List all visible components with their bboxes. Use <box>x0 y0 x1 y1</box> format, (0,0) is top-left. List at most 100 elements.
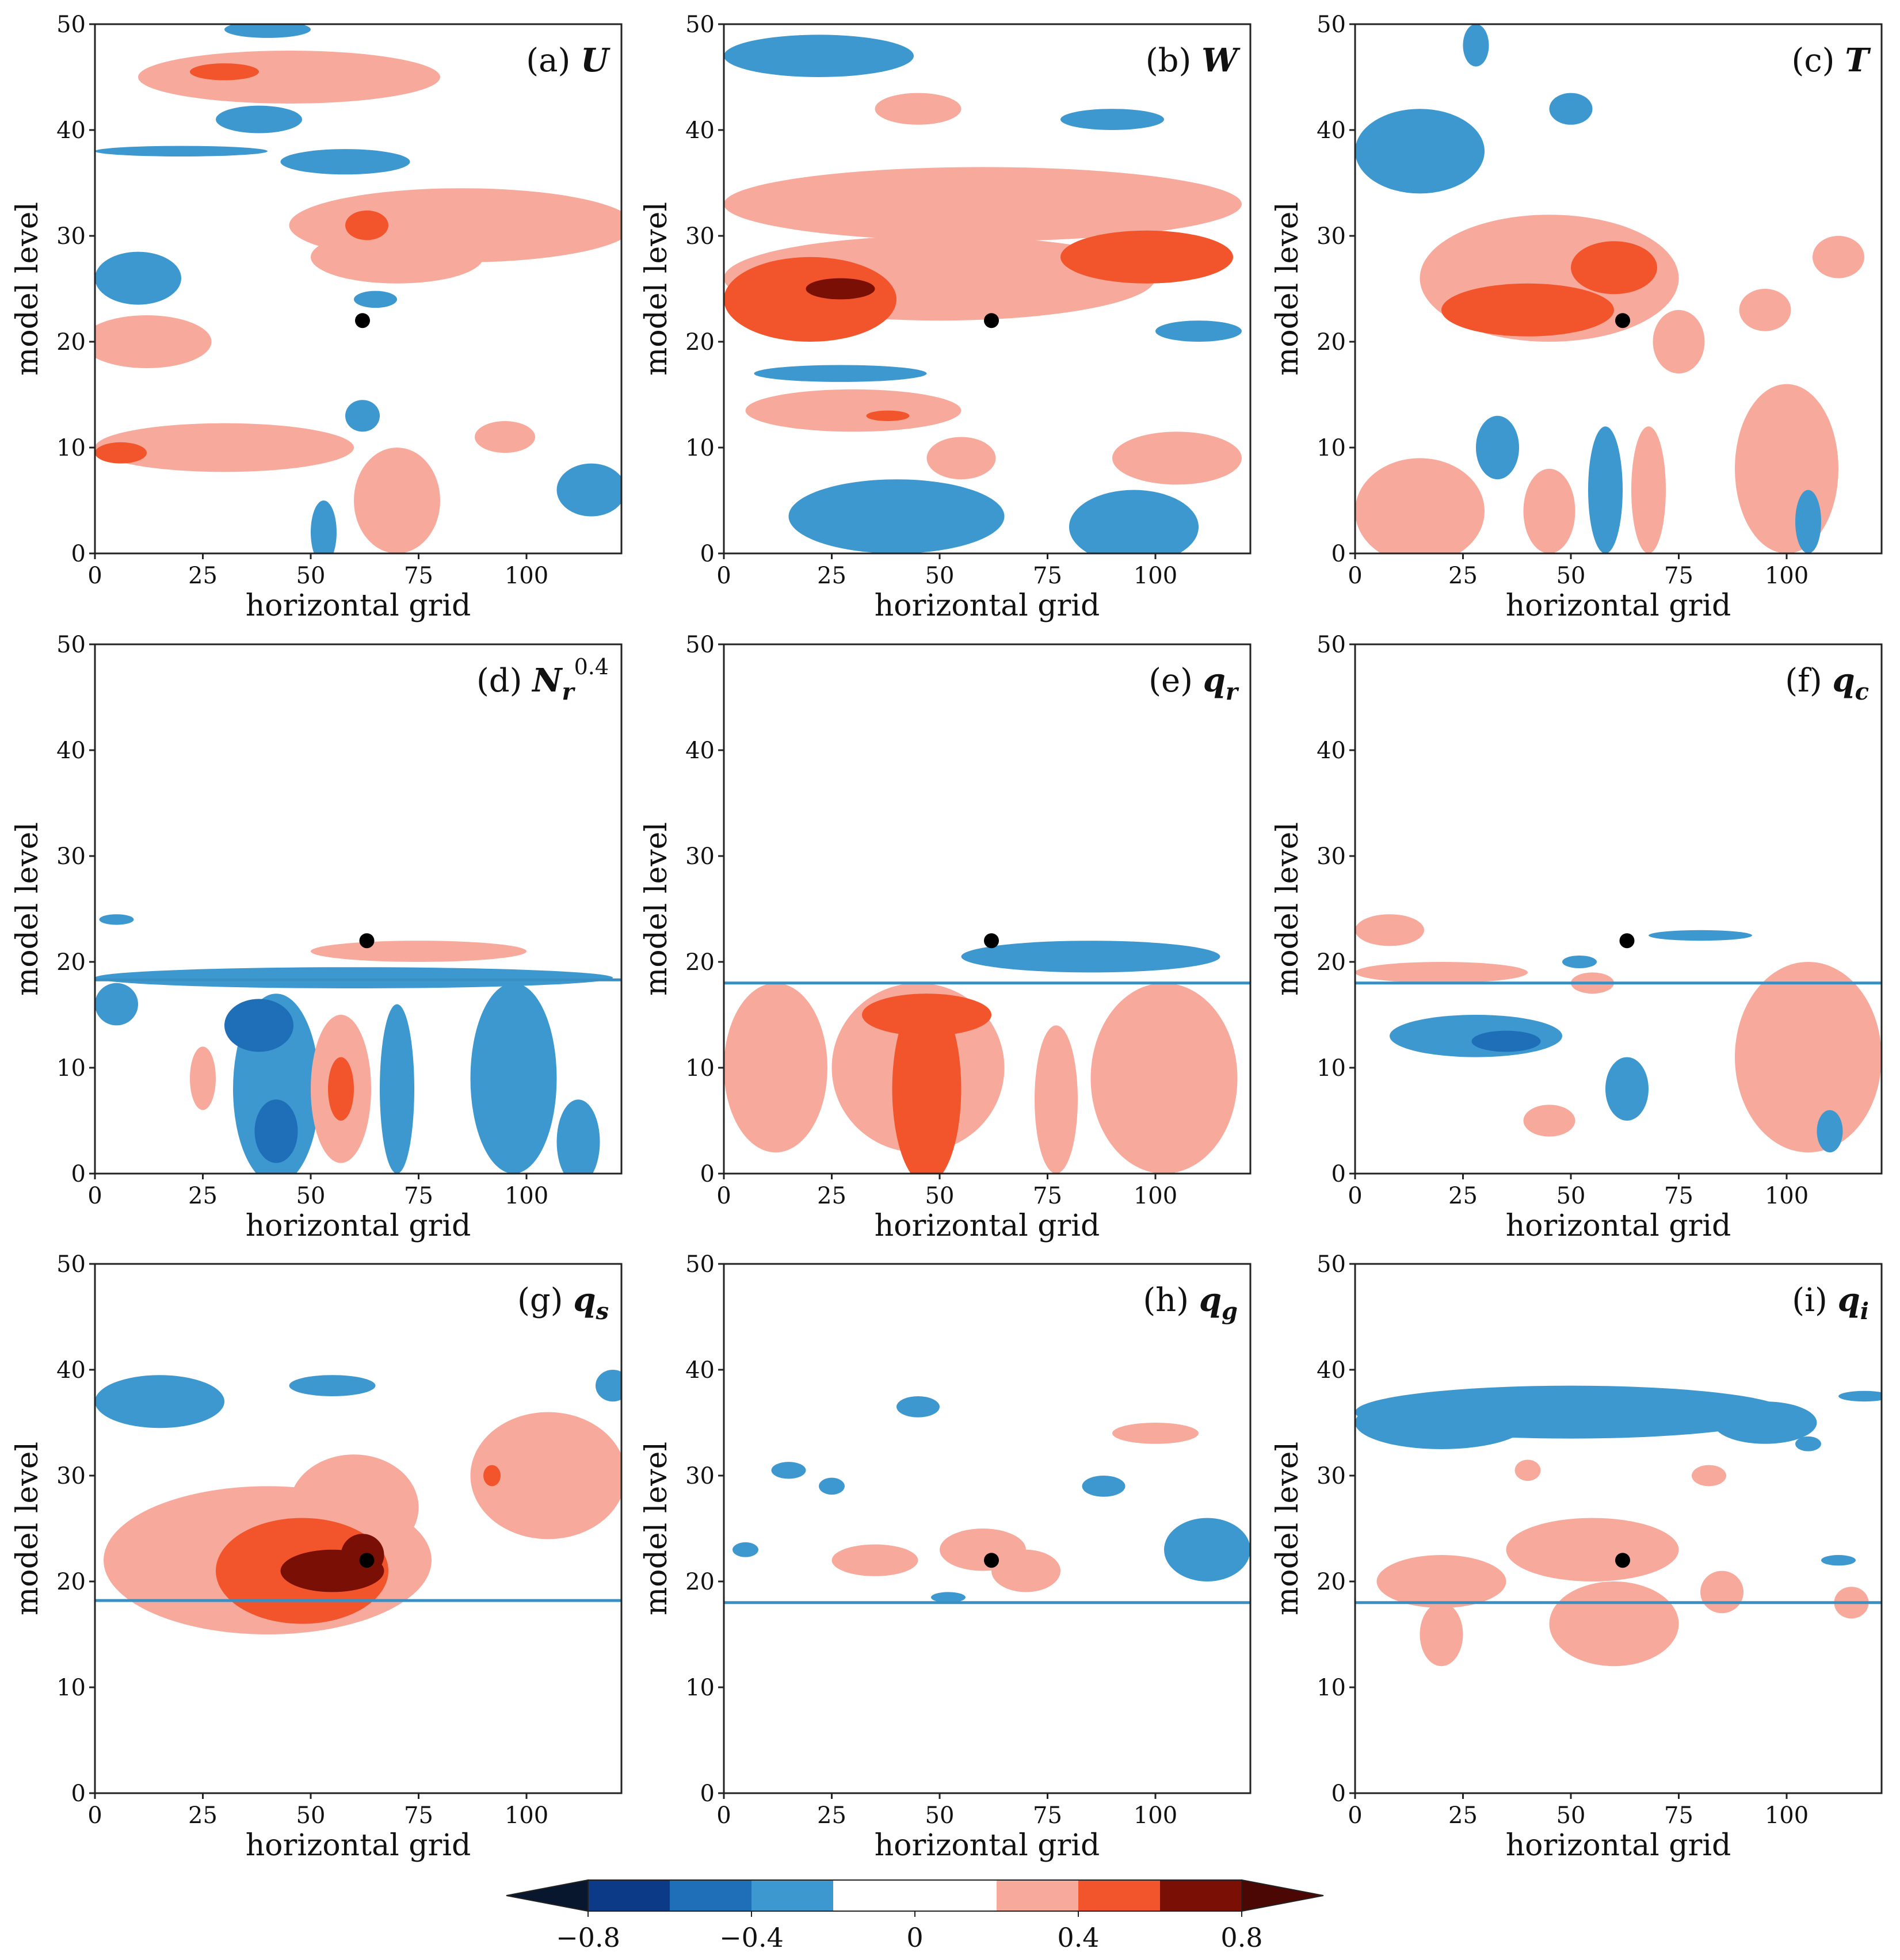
colorbar-segment <box>1078 1880 1160 1911</box>
positive-contour-region <box>138 51 440 104</box>
y-tick-label: 0 <box>700 1161 715 1187</box>
panel-h: 0 10 20 30 40 50 0 25 50 75 100 horizontal grid mode… <box>639 1251 1252 1863</box>
negative-contour-region <box>280 149 410 175</box>
observation-point-marker <box>984 313 999 328</box>
x-axis-label: horizontal grid <box>875 589 1100 623</box>
x-tick-label: 50 <box>1556 563 1586 589</box>
negative-contour-region <box>896 1396 940 1418</box>
positive-contour-region <box>1441 283 1614 337</box>
x-tick-label: 0 <box>716 1802 731 1829</box>
y-tick-label: 10 <box>685 1675 715 1701</box>
y-tick-label: 40 <box>56 738 86 764</box>
panel-title: (b) W <box>1146 41 1241 79</box>
negative-contour-region <box>1821 1555 1856 1566</box>
x-tick-label: 25 <box>188 1183 218 1209</box>
negative-contour-region <box>99 914 134 925</box>
positive-contour-region <box>190 63 259 81</box>
y-tick-label: 0 <box>1331 541 1346 567</box>
y-tick-label: 20 <box>685 1569 715 1595</box>
positive-contour-region <box>311 941 526 962</box>
positive-contour-region <box>892 994 962 1174</box>
negative-contour-region <box>345 400 380 432</box>
y-axis-label: model level <box>1271 202 1305 376</box>
y-tick-label: 10 <box>1317 435 1346 461</box>
y-tick-label: 40 <box>685 738 715 764</box>
positive-contour-region <box>745 389 962 432</box>
positive-contour-region <box>354 448 440 553</box>
observation-point-marker <box>984 933 999 949</box>
x-tick-label: 25 <box>1448 1802 1478 1829</box>
x-tick-label: 100 <box>1765 1802 1809 1829</box>
positive-contour-region <box>862 994 991 1036</box>
y-tick-label: 20 <box>56 1569 86 1595</box>
panel-frame <box>723 1263 1252 1794</box>
positive-contour-region <box>1813 236 1864 278</box>
y-tick-label: 30 <box>56 223 86 250</box>
negative-contour-region <box>1463 24 1489 67</box>
positive-contour-region <box>831 1544 918 1576</box>
contour-field <box>724 35 1242 553</box>
negative-contour-region <box>1082 1476 1125 1497</box>
y-tick-label: 10 <box>685 435 715 461</box>
y-tick-label: 30 <box>56 1463 86 1489</box>
negative-contour-region <box>732 1542 758 1557</box>
y-tick-label: 20 <box>56 949 86 976</box>
y-tick-label: 50 <box>1317 12 1346 38</box>
x-axis-label: horizontal grid <box>246 1209 471 1243</box>
positive-contour-region <box>1112 431 1242 485</box>
panel-e: 0 10 20 30 40 50 0 25 50 75 100 horizontal grid mode… <box>639 632 1252 1243</box>
negative-contour-region <box>1355 109 1485 194</box>
contour-field <box>732 1396 1250 1603</box>
y-tick-label: 30 <box>1317 223 1346 250</box>
positive-contour-region <box>926 437 996 480</box>
positive-contour-region <box>806 278 875 300</box>
negative-contour-region <box>1164 1518 1250 1581</box>
panel-frame <box>1354 643 1883 1175</box>
observation-point-marker <box>355 313 370 328</box>
x-tick-label: 100 <box>505 1802 548 1829</box>
positive-contour-region <box>1735 384 1838 553</box>
negative-contour-region <box>470 983 557 1174</box>
negative-contour-region <box>961 941 1220 973</box>
y-tick-label: 20 <box>1317 329 1346 356</box>
negative-contour-region <box>95 146 268 156</box>
y-tick-label: 0 <box>700 541 715 567</box>
positive-contour-region <box>1514 1460 1541 1481</box>
y-tick-label: 10 <box>56 435 86 461</box>
positive-contour-region <box>95 423 354 472</box>
y-axis-label: model level <box>10 202 45 376</box>
y-tick-label: 50 <box>1317 1251 1346 1278</box>
x-tick-label: 50 <box>925 563 955 589</box>
panel-title: (a) U <box>526 41 611 79</box>
positive-contour-region <box>1549 1581 1679 1667</box>
y-tick-label: 40 <box>1317 117 1346 144</box>
y-tick-label: 50 <box>685 1251 715 1278</box>
negative-contour-region <box>254 1099 298 1163</box>
positive-contour-region <box>311 230 483 284</box>
panel-a: 0 10 20 30 40 50 0 25 50 75 100 horizontal grid mode… <box>10 12 623 623</box>
negative-contour-region <box>1155 320 1242 342</box>
panel-title: (g) qs <box>517 1281 609 1325</box>
panel-b: 0 10 20 30 40 50 0 25 50 75 100 horizontal grid mode… <box>639 12 1252 623</box>
negative-contour-region <box>556 1099 600 1174</box>
panel-frame <box>1354 23 1883 555</box>
y-tick-label: 20 <box>685 329 715 356</box>
positive-contour-region <box>470 1412 621 1539</box>
x-tick-label: 50 <box>296 1183 326 1209</box>
contour-field <box>95 914 613 1174</box>
y-tick-label: 20 <box>1317 1569 1346 1595</box>
panel-frame <box>1354 1263 1883 1794</box>
negative-contour-region <box>95 1375 224 1428</box>
colorbar-segment <box>1160 1880 1242 1911</box>
colorbar-tick-label: 0 <box>906 1922 923 1953</box>
contour-field <box>1355 1385 1882 1667</box>
panel-background <box>724 1264 1250 1793</box>
y-tick-label: 0 <box>71 541 86 567</box>
x-tick-label: 75 <box>1033 1802 1062 1829</box>
y-tick-label: 50 <box>685 632 715 658</box>
positive-contour-region <box>1692 1465 1726 1487</box>
x-axis-label: horizontal grid <box>1506 589 1731 623</box>
colorbar-segment <box>588 1880 670 1911</box>
positive-contour-region <box>1355 914 1424 946</box>
